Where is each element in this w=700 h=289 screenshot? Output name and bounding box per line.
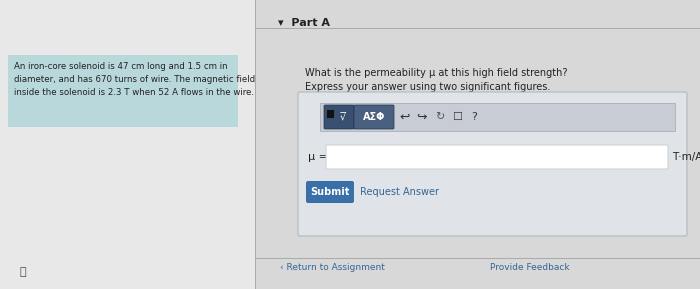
Text: ☐: ☐ [452, 112, 462, 122]
Text: T·m/A: T·m/A [672, 152, 700, 162]
FancyBboxPatch shape [324, 105, 354, 129]
Text: Provide Feedback: Provide Feedback [490, 264, 570, 273]
Text: ‹ Return to Assignment: ‹ Return to Assignment [280, 264, 385, 273]
Text: μ =: μ = [308, 152, 328, 162]
Text: ↻: ↻ [435, 112, 444, 122]
Bar [327, 110, 334, 118]
Bar [255, 0, 700, 289]
FancyBboxPatch shape [298, 92, 687, 236]
Text: ▾  Part A: ▾ Part A [278, 18, 330, 28]
Text: ⎘: ⎘ [20, 267, 27, 277]
Text: AΣΦ: AΣΦ [363, 112, 385, 122]
Text: ↩: ↩ [400, 110, 410, 123]
Bar [320, 103, 675, 131]
Text: √̅: √̅ [340, 112, 346, 122]
Text: An iron-core solenoid is 47 cm long and 1.5 cm in
diameter, and has 670 turns of: An iron-core solenoid is 47 cm long and … [14, 62, 255, 97]
Text: Express your answer using two significant figures.: Express your answer using two significan… [305, 82, 550, 92]
Text: ?: ? [471, 112, 477, 122]
Text: Submit: Submit [310, 187, 350, 197]
FancyBboxPatch shape [354, 105, 394, 129]
Text: ↪: ↪ [416, 110, 427, 123]
Bar [8, 55, 238, 127]
Text: What is the permeability μ at this high field strength?: What is the permeability μ at this high … [305, 68, 568, 78]
FancyBboxPatch shape [306, 181, 354, 203]
Text: Request Answer: Request Answer [360, 187, 439, 197]
FancyBboxPatch shape [326, 145, 668, 169]
